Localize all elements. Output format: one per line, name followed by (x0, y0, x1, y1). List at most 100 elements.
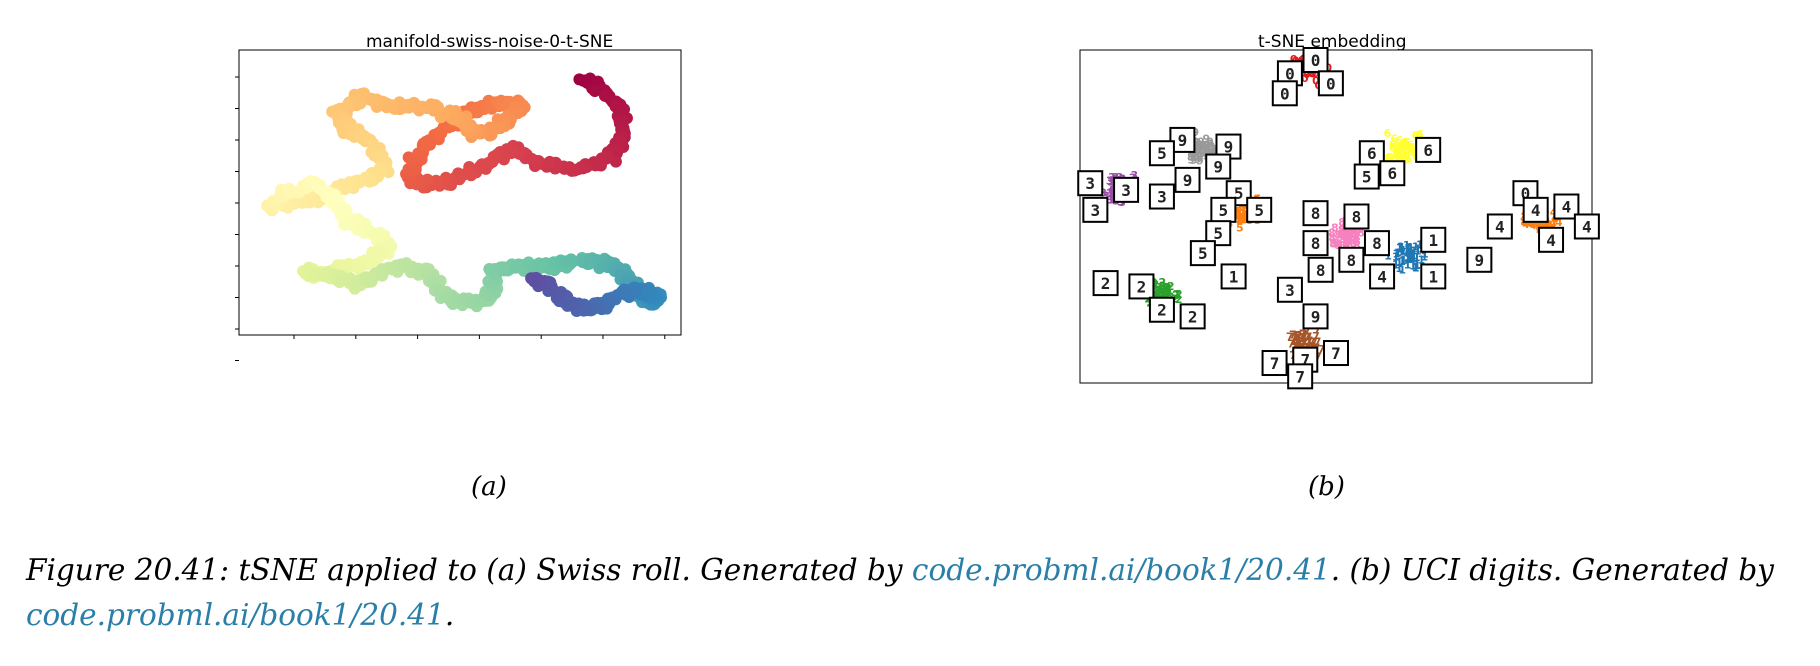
digit-point: 2 (1164, 283, 1172, 296)
digit-point: 6 (1403, 143, 1411, 156)
digit-point: 9 (1195, 147, 1203, 160)
digit-thumbnail: 6 (1379, 160, 1406, 187)
digit-point: 1 (1395, 256, 1403, 269)
digit-point: 6 (1397, 139, 1405, 152)
digit-point: 8 (1330, 236, 1338, 249)
thumbnail-digit: 9 (1311, 307, 1321, 326)
digit-point: 9 (1198, 147, 1206, 160)
digit-point: 1 (1407, 243, 1415, 256)
digit-point: 7 (1300, 331, 1308, 344)
digit-point: 1 (1398, 263, 1406, 276)
digit-point: 1 (1400, 254, 1408, 267)
thumbnail-box (1420, 263, 1447, 290)
digit-point: 8 (1351, 233, 1359, 246)
digit-point: 1 (1395, 262, 1403, 275)
digit-point: 7 (1295, 329, 1303, 342)
digit-point: 7 (1286, 330, 1294, 343)
digit-point: 9 (1203, 140, 1211, 153)
digit-point: 5 (1241, 211, 1249, 224)
thumbnail-digit: 5 (1254, 201, 1264, 220)
thumbnail-digit: 2 (1157, 301, 1167, 320)
digit-point: 8 (1352, 233, 1360, 246)
digit-point: 9 (1199, 144, 1207, 157)
thumbnail-box (1148, 140, 1175, 167)
digit-point: 0 (1312, 74, 1320, 87)
digit-point: 1 (1410, 251, 1418, 264)
digit-point: 1 (1404, 251, 1412, 264)
digit-point: 1 (1409, 251, 1417, 264)
digit-point: 7 (1289, 329, 1297, 342)
digit-thumbnail: 5 (1205, 220, 1232, 247)
digit-point: 9 (1201, 142, 1209, 155)
digit-thumbnail: 0 (1302, 46, 1329, 73)
digit-point: 8 (1357, 227, 1365, 240)
digit-thumbnail: 5 (1148, 140, 1175, 167)
digit-point: 1 (1392, 250, 1400, 263)
digit-point: 6 (1386, 152, 1394, 165)
digit-point: 5 (1241, 213, 1249, 226)
thumbnail-digit: 5 (1157, 144, 1167, 163)
digit-thumbnail: 9 (1466, 246, 1493, 273)
digit-thumbnail: 8 (1302, 230, 1329, 257)
digit-thumbnail: 8 (1338, 246, 1365, 273)
digit-point: 7 (1314, 335, 1322, 348)
digit-point: 8 (1328, 231, 1336, 244)
digit-point: 6 (1407, 143, 1415, 156)
digit-point: 7 (1304, 323, 1312, 336)
digit-point: 1 (1413, 259, 1421, 272)
swiss-roll-tsne-plot (235, 49, 682, 361)
thumbnail-digit: 3 (1085, 174, 1095, 193)
thumbnail-box (1077, 170, 1104, 197)
digit-point: 8 (1343, 224, 1351, 237)
thumbnail-box (1317, 70, 1344, 97)
digit-point: 1 (1403, 246, 1411, 259)
digit-point: 0 (1301, 72, 1309, 85)
digit-point: 3 (1106, 193, 1114, 206)
digit-point: 8 (1345, 230, 1353, 243)
thumbnail-digit: 5 (1213, 224, 1223, 243)
digit-point: 5 (1236, 214, 1244, 227)
digit-point: 7 (1293, 336, 1301, 349)
thumbnail-box (1338, 246, 1365, 273)
digit-thumbnail: 8 (1302, 200, 1329, 227)
digit-thumbnail: 0 (1317, 70, 1344, 97)
digit-thumbnail: 2 (1092, 270, 1119, 297)
digit-point: 2 (1163, 281, 1171, 294)
caption-link-2[interactable]: code.probml.ai/book1/20.41 (26, 598, 445, 632)
digit-point: 6 (1400, 150, 1408, 163)
thumbnail-box (1486, 213, 1513, 240)
digit-point: 7 (1294, 332, 1302, 345)
digit-thumbnail: 7 (1323, 340, 1349, 367)
digit-point: 0 (1309, 68, 1317, 81)
digit-point: 2 (1155, 281, 1163, 294)
thumbnail-digit: 9 (1178, 131, 1188, 150)
thumbnail-box (1179, 303, 1206, 330)
caption-link-1[interactable]: code.probml.ai/book1/20.41 (911, 553, 1331, 587)
thumbnail-box (1307, 256, 1334, 283)
digit-point: 2 (1165, 289, 1173, 302)
digit-point: 4 (1540, 218, 1548, 231)
digit-point: 9 (1197, 135, 1205, 148)
digit-point: 8 (1342, 236, 1350, 249)
thumbnail-digit: 7 (1270, 354, 1280, 373)
digit-point: 8 (1350, 235, 1358, 248)
digit-point: 7 (1305, 331, 1313, 344)
digit-point: 9 (1211, 143, 1219, 156)
digit-point: 9 (1206, 137, 1214, 150)
thumbnail-box (1415, 136, 1442, 163)
thumbnail-digit: 8 (1352, 208, 1362, 227)
digit-point: 6 (1396, 134, 1404, 147)
digit-thumbnail: 1 (1420, 226, 1447, 253)
digit-point: 2 (1171, 292, 1179, 305)
digit-point: 8 (1349, 240, 1357, 253)
digit-point: 8 (1338, 223, 1346, 236)
thumbnail-box (1189, 240, 1216, 267)
digit-point: 7 (1294, 330, 1302, 343)
digit-point: 5 (1242, 210, 1250, 223)
thumbnail-digit: 4 (1546, 231, 1556, 250)
digit-point: 8 (1344, 234, 1352, 247)
digit-point: 9 (1206, 135, 1214, 148)
digit-point: 2 (1173, 288, 1181, 301)
digit-point: 9 (1194, 145, 1202, 158)
digit-point: 9 (1198, 148, 1206, 161)
